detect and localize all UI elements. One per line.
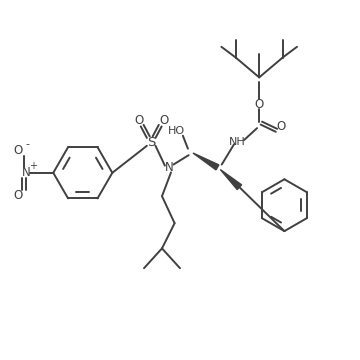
Text: -: - bbox=[26, 139, 30, 149]
Text: +: + bbox=[29, 161, 37, 171]
Text: S: S bbox=[147, 136, 156, 149]
Text: O: O bbox=[255, 98, 264, 111]
Text: O: O bbox=[159, 114, 169, 127]
Text: O: O bbox=[134, 114, 144, 127]
Text: N: N bbox=[22, 166, 30, 179]
Text: HO: HO bbox=[168, 126, 185, 136]
Text: O: O bbox=[276, 120, 285, 132]
Text: NH: NH bbox=[229, 137, 246, 147]
Text: N: N bbox=[165, 161, 174, 174]
Polygon shape bbox=[193, 153, 219, 170]
Text: O: O bbox=[13, 189, 23, 202]
Text: O: O bbox=[13, 144, 23, 157]
Polygon shape bbox=[220, 170, 242, 190]
